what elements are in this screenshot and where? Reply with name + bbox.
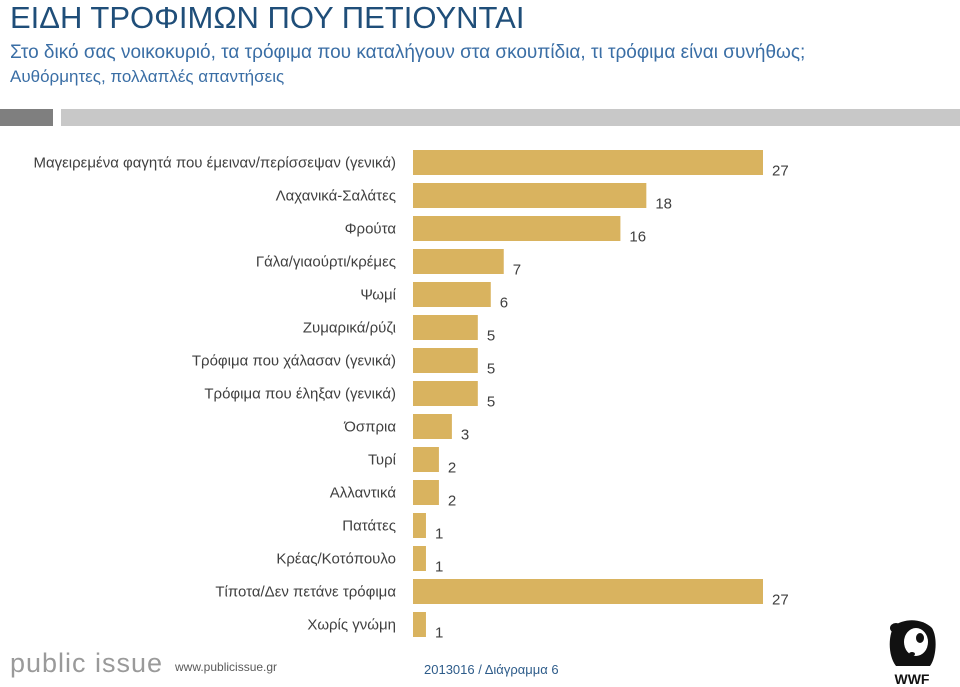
data-label: 2 (448, 460, 456, 477)
bar (413, 150, 763, 175)
category-label: Κρέας/Κοτόπουλο (276, 551, 396, 568)
bar (413, 381, 478, 406)
category-label: Ζυμαρικά/ρύζι (303, 320, 396, 337)
data-label: 5 (487, 394, 495, 411)
category-label: Μαγειρεμένα φαγητά που έμειναν/περίσσεψα… (33, 155, 396, 172)
header-band-light (61, 109, 960, 126)
bar (413, 513, 426, 538)
data-label: 1 (435, 559, 443, 576)
bar (413, 282, 491, 307)
bar (413, 480, 439, 505)
bar (413, 579, 763, 604)
data-label: 1 (435, 625, 443, 642)
category-label: Πατάτες (342, 518, 396, 535)
bar (413, 249, 504, 274)
category-label: Ψωμί (360, 287, 396, 304)
category-label: Αλλαντικά (330, 485, 397, 502)
bar (413, 348, 478, 373)
category-label: Γάλα/γιαούρτι/κρέμες (256, 254, 396, 271)
category-label: Τρόφιμα που χάλασαν (γενικά) (192, 353, 396, 370)
data-label: 5 (487, 361, 495, 378)
bar (413, 414, 452, 439)
category-label: Τυρί (368, 452, 397, 469)
data-label: 6 (500, 295, 508, 312)
category-label: Όσπρια (343, 419, 396, 436)
data-label: 27 (772, 592, 789, 609)
footer-url[interactable]: www.publicissue.gr (175, 660, 278, 674)
bar (413, 216, 621, 241)
bar (413, 612, 426, 637)
data-label: 1 (435, 526, 443, 543)
data-label: 7 (513, 262, 521, 279)
bar (413, 183, 647, 208)
page-title: ΕΙΔΗ ΤΡΟΦΙΜΩΝ ΠΟΥ ΠΕΤΙΟΥΝΤΑΙ (10, 0, 525, 35)
wwf-panda-logo: WWF (889, 620, 936, 686)
bar (413, 315, 478, 340)
wwf-logo-text: WWF (895, 671, 930, 686)
category-label: Τρόφιμα που έληξαν (γενικά) (204, 386, 396, 403)
answer-type-note: Αυθόρμητες, πολλαπλές απαντήσεις (10, 67, 285, 86)
category-label: Λαχανικά-Σαλάτες (276, 188, 396, 205)
category-label: Τίποτα/Δεν πετάνε τρόφιμα (215, 584, 396, 601)
category-label: Χωρίς γνώμη (307, 617, 396, 634)
data-label: 3 (461, 427, 469, 444)
category-label: Φρούτα (345, 221, 397, 238)
chart-reference: 2013016 / Διάγραμμα 6 (424, 662, 559, 677)
bar (413, 447, 439, 472)
data-label: 5 (487, 328, 495, 345)
data-label: 27 (772, 163, 789, 180)
bar (413, 546, 426, 571)
data-label: 18 (655, 196, 672, 213)
question-text: Στο δικό σας νοικοκυριό, τα τρόφιμα που … (10, 42, 806, 63)
data-label: 16 (629, 229, 646, 246)
data-label: 2 (448, 493, 456, 510)
public-issue-logo: public issue (10, 648, 164, 678)
header-band-dark (0, 109, 53, 126)
